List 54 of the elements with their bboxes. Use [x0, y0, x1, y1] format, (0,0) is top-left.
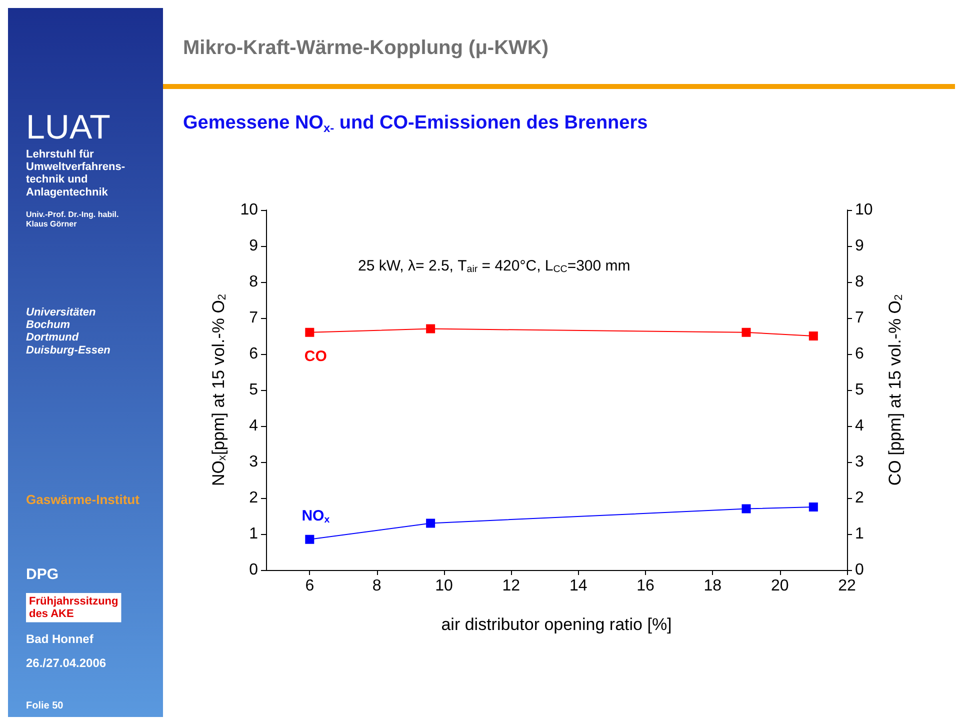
text: Lehrstuhl für Umweltverfahrens- technik und Anlagentechnik — [26, 148, 126, 198]
x-tick-label: 18 — [704, 578, 722, 594]
text: 26./27.04.2006 — [26, 656, 106, 670]
y2-tick-label: 4 — [855, 418, 864, 434]
y-tick-label: 1 — [249, 526, 258, 542]
y-tick-label: 7 — [249, 310, 258, 326]
y-tick-label: 2 — [249, 490, 258, 506]
text: Folie 50 — [26, 700, 64, 712]
point — [742, 328, 751, 337]
y-tick-label: 5 — [249, 382, 258, 398]
y-tick-label: 0 — [249, 562, 258, 578]
chart-title: Mikro-Kraft-Wärme-Kopplung (μ-KWK) — [183, 37, 549, 59]
point — [742, 504, 751, 514]
x-tick-label: 12 — [502, 578, 520, 594]
x-tick-label: 20 — [770, 578, 789, 594]
y-tick-label: 8 — [249, 274, 258, 290]
y2-tick-label: 1 — [855, 526, 864, 542]
y2-tick-label: 2 — [855, 490, 864, 506]
text: Universitäten Bochum Dortmund Duisburg-Essen — [26, 306, 111, 356]
y2-tick-label: 7 — [855, 310, 864, 326]
x-tick-label: 8 — [372, 578, 382, 594]
y-tick-label: 6 — [249, 346, 258, 362]
point — [426, 518, 436, 528]
y2-tick-label: 0 — [855, 562, 864, 578]
text: Univ.-Prof. Dr.-Ing. habil. Klaus Görner — [26, 210, 119, 228]
x-tick-label: 22 — [838, 578, 856, 594]
text: DPG — [26, 566, 59, 584]
x-tick-label: 10 — [435, 578, 453, 594]
y-axis-title: NOx[ppm] at 15 vol.-% O2 — [208, 294, 228, 486]
text: Gaswärme-Institut — [26, 492, 140, 507]
x-tick-label: 14 — [569, 578, 588, 594]
series-label: CO — [304, 348, 328, 365]
y2-tick-label: 6 — [855, 346, 864, 362]
x-axis-title: air distributor opening ratio [%] — [441, 615, 672, 634]
y-tick-label: 10 — [240, 202, 258, 218]
y2-tick-label: 10 — [855, 202, 873, 218]
point — [808, 502, 818, 512]
text: Frühjahrssitzung des AKE — [29, 595, 118, 620]
y2-tick-label: 8 — [855, 274, 864, 290]
x-tick-label: 16 — [636, 578, 654, 594]
point — [426, 324, 436, 334]
y2-tick-label: 3 — [855, 454, 864, 470]
y2-tick-label: 5 — [855, 382, 864, 398]
point — [305, 328, 314, 337]
y2-tick-label: 9 — [855, 238, 864, 254]
x-tick-label: 6 — [305, 578, 314, 594]
y-tick-label: 9 — [249, 238, 258, 254]
text: LUAT — [26, 108, 110, 147]
point — [305, 534, 314, 544]
y2-axis-title: CO [ppm] at 15 vol.-% O2 — [885, 294, 905, 486]
point — [808, 332, 818, 340]
y-tick-label: 4 — [249, 418, 258, 434]
text: Bad Honnef — [26, 632, 94, 646]
y-tick-label: 3 — [249, 454, 258, 470]
